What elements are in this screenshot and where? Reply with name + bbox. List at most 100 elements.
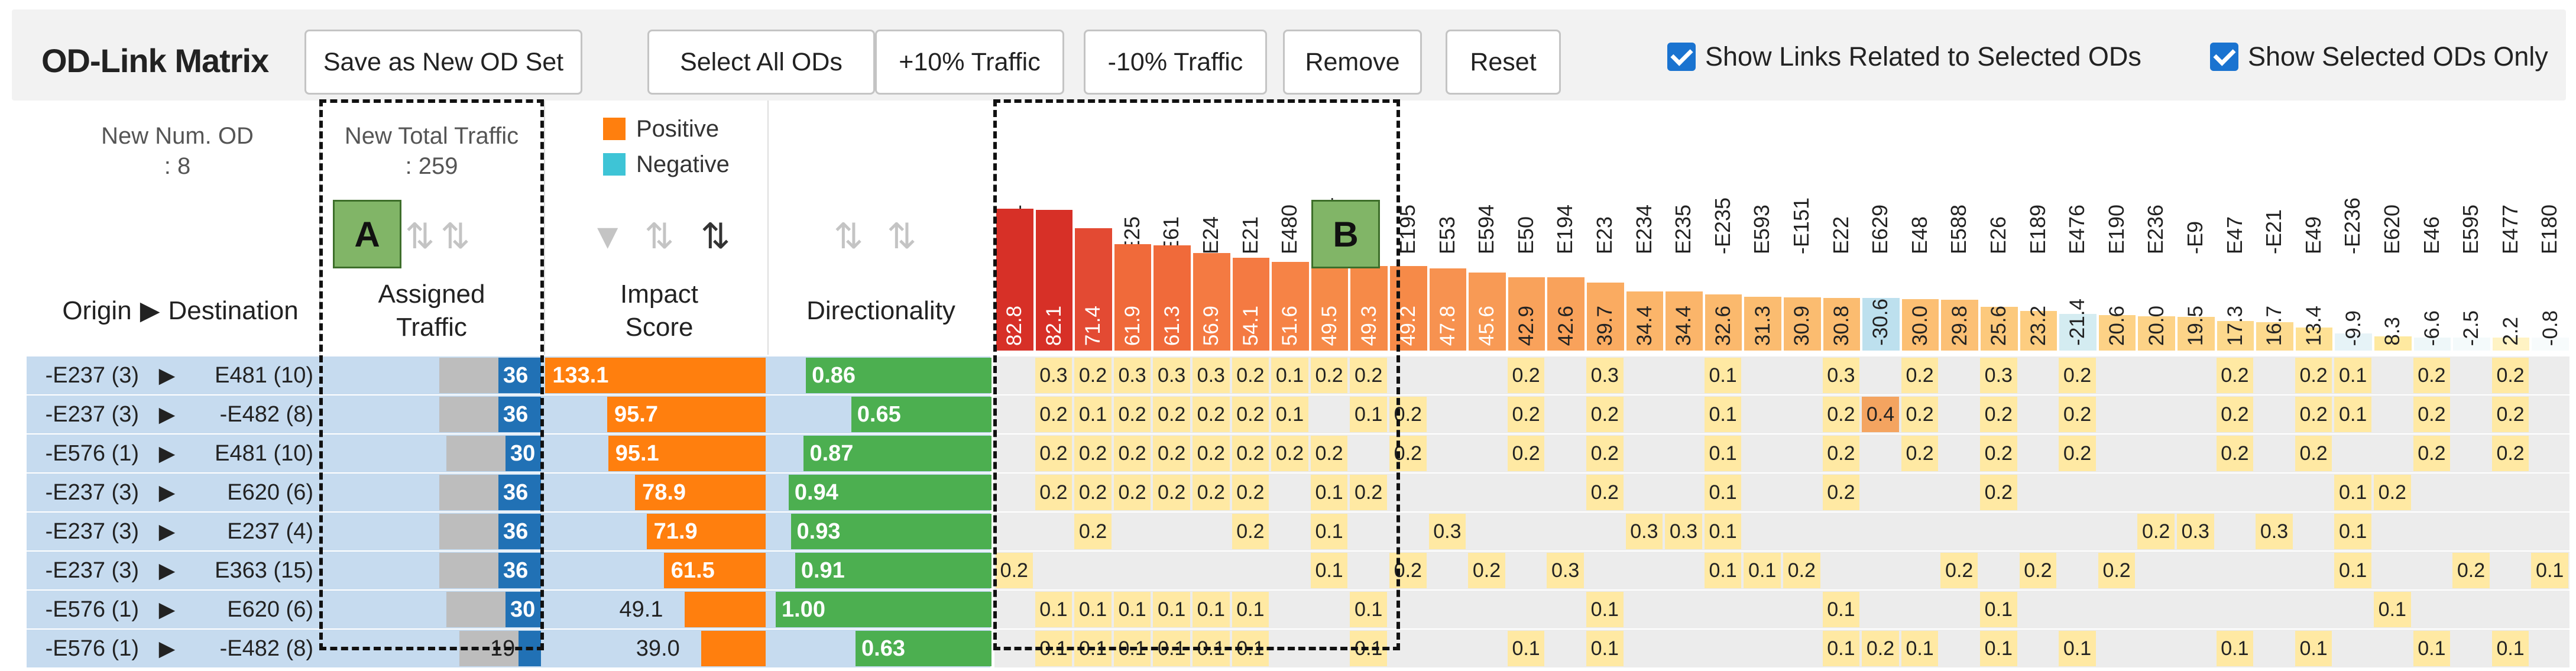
link-label[interactable]: E588: [1941, 112, 1976, 254]
link-impact-bar[interactable]: 30.0: [1901, 299, 1939, 351]
link-label[interactable]: -E151: [1784, 112, 1819, 254]
matrix-cell[interactable]: 0.2: [1783, 553, 1820, 588]
matrix-cell[interactable]: 0.2: [1901, 436, 1939, 471]
matrix-cell[interactable]: 0.1: [2295, 631, 2332, 666]
link-label[interactable]: E620: [2374, 112, 2410, 254]
link-label[interactable]: E23: [1587, 112, 1622, 254]
matrix-cell[interactable]: 0.1: [2334, 553, 2371, 588]
link-impact-bar[interactable]: 25.6: [1981, 306, 2018, 351]
link-impact-bar[interactable]: 54.1: [1232, 258, 1270, 351]
matrix-cell[interactable]: 0.2: [1940, 553, 1978, 588]
link-label[interactable]: -E21: [2256, 112, 2292, 254]
matrix-cell[interactable]: 0.1: [1901, 631, 1939, 666]
link-impact-bar[interactable]: 49.5: [1311, 265, 1349, 351]
link-impact-bar[interactable]: 42.6: [1547, 277, 1585, 351]
matrix-cell[interactable]: 0.2: [1901, 358, 1939, 393]
link-label[interactable]: E180: [2532, 112, 2567, 254]
link-label[interactable]: E48: [1902, 112, 1937, 254]
matrix-cell[interactable]: 0.2: [1232, 514, 1269, 549]
matrix-cell[interactable]: 0.1: [1035, 592, 1072, 627]
matrix-cell[interactable]: 0.2: [2137, 514, 2175, 549]
impact-score-bar[interactable]: [545, 358, 766, 393]
matrix-cell[interactable]: 0.2: [1980, 475, 2017, 510]
link-label[interactable]: E477: [2493, 112, 2528, 254]
matrix-cell[interactable]: 0.1: [2413, 631, 2451, 666]
matrix-cell[interactable]: 0.2: [1232, 436, 1269, 471]
matrix-cell[interactable]: 0.3: [1113, 358, 1151, 393]
matrix-cell[interactable]: 0.1: [1271, 397, 1308, 432]
matrix-cell[interactable]: 0.1: [1586, 592, 1624, 627]
matrix-cell[interactable]: 0.2: [2374, 475, 2411, 510]
matrix-cell[interactable]: 0.2: [1074, 514, 1112, 549]
select-all-ods-button[interactable]: Select All ODs: [647, 30, 875, 95]
matrix-cell[interactable]: 0.1: [1507, 631, 1545, 666]
matrix-cell[interactable]: 0.2: [1113, 475, 1151, 510]
assigned-traffic-bar[interactable]: [498, 553, 541, 588]
matrix-cell[interactable]: 0.2: [1822, 475, 1860, 510]
link-label[interactable]: E194: [1547, 112, 1583, 254]
matrix-cell[interactable]: 0.1: [2531, 553, 2568, 588]
matrix-cell[interactable]: 0.3: [1586, 358, 1624, 393]
matrix-cell[interactable]: 0.2: [2216, 397, 2254, 432]
matrix-cell[interactable]: 0.2: [1586, 436, 1624, 471]
link-impact-bar[interactable]: 20.0: [2138, 306, 2175, 351]
matrix-cell[interactable]: 0.2: [2295, 358, 2332, 393]
link-label[interactable]: E190: [2099, 112, 2134, 254]
matrix-cell[interactable]: 0.2: [2059, 358, 2096, 393]
matrix-cell[interactable]: 0.3: [1035, 358, 1072, 393]
link-label[interactable]: -E9: [2178, 112, 2213, 254]
matrix-cell[interactable]: 0.2: [1389, 397, 1427, 432]
matrix-cell[interactable]: 0.2: [1035, 397, 1072, 432]
matrix-cell[interactable]: 0.2: [1468, 553, 1505, 588]
assigned-traffic-bar[interactable]: [506, 436, 541, 471]
matrix-cell[interactable]: 0.2: [2413, 397, 2451, 432]
sort-ascending-icon[interactable]: ⇅: [834, 216, 864, 256]
link-label[interactable]: E49: [2296, 112, 2331, 254]
assigned-traffic-bar[interactable]: [498, 358, 541, 393]
impact-score-bar[interactable]: [663, 553, 766, 588]
directionality-bar[interactable]: [851, 397, 991, 432]
link-impact-bar[interactable]: 49.3: [1350, 266, 1388, 351]
link-impact-bar[interactable]: 29.8: [1941, 299, 1978, 351]
matrix-cell[interactable]: 0.2: [1822, 436, 1860, 471]
link-impact-bar[interactable]: 13.4: [2295, 306, 2333, 351]
link-impact-bar[interactable]: 82.8: [996, 208, 1033, 351]
link-impact-bar[interactable]: 82.1: [1035, 209, 1073, 351]
matrix-cell[interactable]: 0.1: [1153, 592, 1190, 627]
link-impact-bar[interactable]: 39.7: [1587, 282, 1624, 351]
matrix-cell[interactable]: 0.2: [2295, 436, 2332, 471]
link-impact-bar[interactable]: -30.6: [1862, 298, 1900, 351]
link-impact-bar[interactable]: -2.5: [2453, 310, 2490, 351]
matrix-cell[interactable]: 0.1: [2334, 514, 2371, 549]
matrix-cell[interactable]: 0.2: [1507, 397, 1545, 432]
matrix-cell[interactable]: 0.2: [1822, 397, 1860, 432]
link-impact-bar[interactable]: 51.6: [1272, 262, 1309, 351]
link-label[interactable]: E53: [1430, 112, 1465, 254]
matrix-cell[interactable]: 0.1: [2491, 631, 2529, 666]
matrix-cell[interactable]: 0.2: [1193, 436, 1230, 471]
matrix-cell[interactable]: 0.2: [1310, 436, 1348, 471]
matrix-cell[interactable]: 0.1: [1350, 592, 1387, 627]
link-label[interactable]: -E236: [2335, 112, 2370, 254]
matrix-cell[interactable]: 0.1: [2059, 631, 2096, 666]
matrix-cell[interactable]: 0.3: [1625, 514, 1663, 549]
matrix-cell[interactable]: 0.3: [1665, 514, 1702, 549]
save-as-new-od-set-button[interactable]: Save as New OD Set: [304, 30, 582, 95]
matrix-cell[interactable]: 0.1: [1586, 631, 1624, 666]
directionality-bar[interactable]: [790, 514, 991, 549]
assigned-traffic-bar[interactable]: [498, 514, 541, 549]
od-pair[interactable]: -E237 (3) ▶ E363 (15): [27, 552, 319, 589]
matrix-cell[interactable]: 0.1: [1704, 397, 1742, 432]
matrix-cell[interactable]: 0.2: [2491, 358, 2529, 393]
impact-score-header[interactable]: Impact Score: [550, 278, 769, 345]
od-pair[interactable]: -E237 (3) ▶ E620 (6): [27, 474, 319, 511]
matrix-cell[interactable]: 0.2: [1232, 358, 1269, 393]
matrix-cell[interactable]: 0.2: [2491, 436, 2529, 471]
impact-score-bar[interactable]: [635, 475, 766, 510]
od-pair[interactable]: -E576 (1) ▶ E481 (10): [27, 435, 319, 472]
matrix-cell[interactable]: 0.2: [1113, 436, 1151, 471]
matrix-cell[interactable]: 0.2: [2216, 358, 2254, 393]
matrix-cell[interactable]: 0.3: [1547, 553, 1584, 588]
matrix-cell[interactable]: 0.1: [1704, 358, 1742, 393]
matrix-cell[interactable]: 0.2: [1507, 436, 1545, 471]
